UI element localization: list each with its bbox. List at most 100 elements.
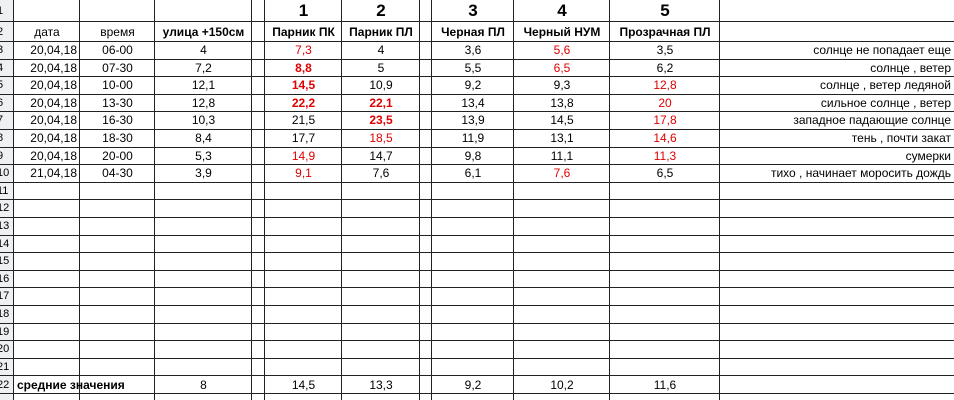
grid-cell xyxy=(80,182,155,201)
row-number: 17 xyxy=(0,290,9,303)
grid-cell xyxy=(0,253,14,271)
grid-cell xyxy=(155,165,252,183)
grid-cell xyxy=(514,235,610,254)
grid-cell xyxy=(432,394,514,400)
data-cell: солнце не попадает еще xyxy=(813,43,951,57)
grid-cell xyxy=(432,165,514,183)
grid-cell xyxy=(155,270,252,289)
data-cell: 21,5 xyxy=(291,113,316,128)
column-header: дата xyxy=(34,25,60,39)
data-cell: 14,6 xyxy=(653,131,677,145)
grid-cell xyxy=(265,165,342,183)
data-cell: 14,9 xyxy=(291,148,316,163)
grid-cell xyxy=(342,218,420,236)
row-number: 9 xyxy=(0,149,4,162)
average-value: 10,2 xyxy=(550,378,574,392)
grid-cell xyxy=(0,306,14,324)
grid-cell xyxy=(720,165,954,183)
grid-cell xyxy=(80,77,155,95)
grid-cell xyxy=(0,218,14,236)
data-cell: 10,3 xyxy=(191,113,216,128)
grid-cell xyxy=(720,112,954,130)
grid-cell xyxy=(14,22,80,42)
data-cell: 13-30 xyxy=(102,95,133,110)
grid-cell xyxy=(0,200,14,218)
grid-cell xyxy=(342,165,420,183)
grid-cell xyxy=(432,341,514,359)
grid-cell xyxy=(514,130,610,148)
data-cell: 06-00 xyxy=(102,43,133,57)
grid-cell xyxy=(155,323,252,342)
grid-cell xyxy=(265,94,342,113)
grid-cell xyxy=(252,218,265,236)
grid-cell xyxy=(432,235,514,254)
grid-cell xyxy=(720,394,954,400)
data-cell: 12,8 xyxy=(653,78,677,93)
column-header: улица +150см xyxy=(162,25,245,39)
column-header: Прозрачная ПЛ xyxy=(619,25,711,39)
data-cell: 17,8 xyxy=(653,113,677,128)
grid-cell xyxy=(514,218,610,236)
data-cell: тихо , начинает моросить дождь xyxy=(770,166,951,181)
grid-cell xyxy=(610,59,720,78)
grid-cell xyxy=(265,22,342,42)
data-cell: 23,5 xyxy=(369,113,393,128)
grid-cell xyxy=(432,358,514,376)
grid-cell xyxy=(720,77,954,95)
grid-cell xyxy=(610,323,720,342)
grid-cell xyxy=(720,306,954,324)
grid-cell xyxy=(265,376,342,394)
grid-cell xyxy=(514,341,610,359)
row-number: 2 xyxy=(0,26,4,38)
grid-cell xyxy=(14,182,80,201)
grid-cell xyxy=(342,341,420,359)
grid-cell xyxy=(265,218,342,236)
grid-cell xyxy=(0,288,14,306)
grid-cell xyxy=(80,42,155,60)
grid-cell xyxy=(14,341,80,359)
grid-cell xyxy=(265,182,342,201)
grid-cell xyxy=(265,323,342,342)
data-cell: солнце , ветер ледяной xyxy=(819,78,951,93)
header-number: 3 xyxy=(468,1,478,20)
grid-cell xyxy=(0,358,14,376)
data-cell: 20,04,18 xyxy=(30,78,77,93)
grid-cell xyxy=(610,77,720,95)
grid-cell xyxy=(432,376,514,394)
grid-cell xyxy=(0,59,14,78)
grid-cell xyxy=(432,112,514,130)
grid-cell xyxy=(0,270,14,289)
grid-cell xyxy=(420,306,432,324)
grid-cell xyxy=(420,323,432,342)
grid-cell xyxy=(265,200,342,218)
grid-cell xyxy=(610,288,720,306)
grid-cell xyxy=(0,165,14,183)
data-cell: 20,04,18 xyxy=(30,148,77,163)
data-cell: 22,2 xyxy=(291,95,316,110)
grid-cell xyxy=(432,288,514,306)
grid-cell xyxy=(514,270,610,289)
row-number: 6 xyxy=(0,96,4,109)
data-cell: 12,1 xyxy=(191,78,216,93)
grid-cell xyxy=(155,59,252,78)
grid-cell xyxy=(420,253,432,271)
grid-cell xyxy=(432,200,514,218)
data-cell: 20,04,18 xyxy=(30,60,77,75)
grid-cell xyxy=(720,218,954,236)
grid-cell xyxy=(420,358,432,376)
column-header: время xyxy=(100,25,135,39)
grid-cell xyxy=(80,130,155,148)
grid-cell xyxy=(514,358,610,376)
grid-cell xyxy=(80,323,155,342)
data-cell: 4 xyxy=(377,43,385,57)
grid-cell xyxy=(420,235,432,254)
row-number: 22 xyxy=(0,379,9,391)
grid-cell xyxy=(432,218,514,236)
data-cell: 16-30 xyxy=(102,113,133,128)
grid-cell xyxy=(252,270,265,289)
grid-cell xyxy=(252,165,265,183)
grid-cell xyxy=(342,0,420,22)
data-cell: 8,4 xyxy=(195,131,212,145)
data-cell: 3,9 xyxy=(195,166,212,181)
row-number: 5 xyxy=(0,79,4,92)
